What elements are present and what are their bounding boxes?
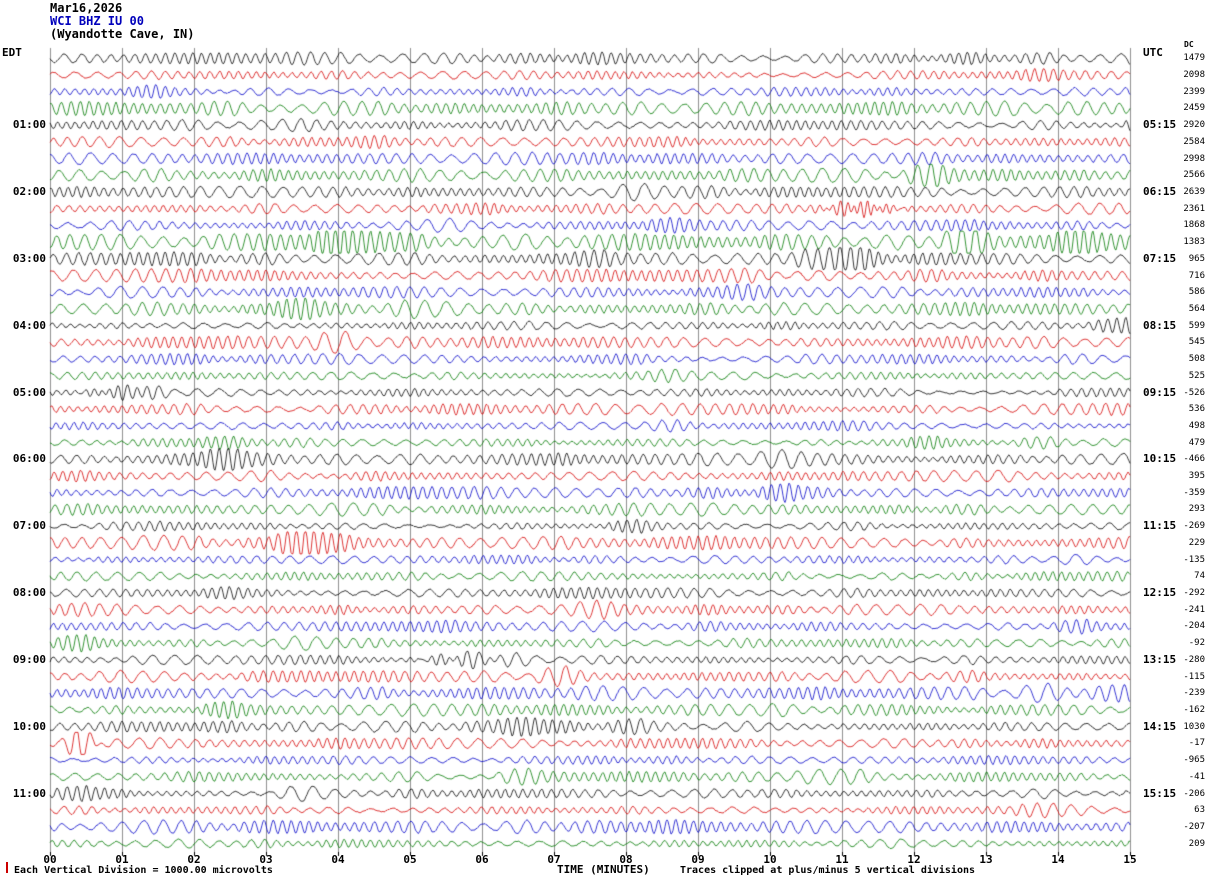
- dc-offset-value: 599: [1188, 320, 1205, 331]
- utc-hour-label: 07:15: [1143, 251, 1177, 265]
- x-tick-label: 11: [835, 853, 849, 866]
- edt-hour-label: 06:00: [12, 452, 46, 466]
- dc-offset-value: 1479: [1183, 53, 1205, 64]
- utc-hour-label: 06:15: [1143, 185, 1177, 199]
- footer-scale-note: Each Vertical Division = 1000.00 microvo…: [14, 865, 273, 876]
- dc-offset-value: 293: [1188, 504, 1205, 515]
- dc-offset-value: -206: [1183, 788, 1205, 799]
- x-tick-label: 10: [763, 853, 777, 866]
- dc-offset-value: -292: [1183, 588, 1205, 599]
- dc-offset-value: 525: [1188, 370, 1205, 381]
- x-axis-title: TIME (MINUTES): [557, 863, 650, 876]
- x-tick-label: 09: [691, 853, 705, 866]
- x-tick-label: 00: [43, 853, 57, 866]
- edt-hour-label: 11:00: [12, 786, 46, 800]
- utc-hour-label: 12:15: [1143, 586, 1177, 600]
- dc-offset-value: -241: [1183, 604, 1205, 615]
- dc-offset-value: 545: [1188, 337, 1205, 348]
- footer-clip-note: Traces clipped at plus/minus 5 vertical …: [680, 865, 976, 876]
- x-tick-label: 14: [1051, 853, 1065, 866]
- dc-offset-value: -162: [1183, 704, 1205, 715]
- dc-offset-value: 716: [1188, 270, 1205, 281]
- dc-offset-value: 508: [1188, 354, 1205, 365]
- utc-hour-label: 15:15: [1143, 786, 1177, 800]
- station-line: WCI BHZ IU 00: [50, 14, 144, 28]
- location-line: (Wyandotte Cave, IN): [50, 27, 195, 41]
- dc-offset-value: -269: [1183, 521, 1205, 532]
- edt-hour-label: 01:00: [12, 118, 46, 132]
- dc-offset-value: -280: [1183, 654, 1205, 665]
- x-tick-label: 07: [547, 853, 561, 866]
- dc-offset-value: 479: [1188, 437, 1205, 448]
- dc-offset-value: 2566: [1183, 170, 1205, 181]
- dc-offset-value: -466: [1183, 454, 1205, 465]
- edt-hour-label: 09:00: [12, 652, 46, 666]
- dc-offset-value: -115: [1183, 671, 1205, 682]
- x-tick-label: 03: [259, 853, 273, 866]
- dc-offset-value: 63: [1194, 805, 1205, 816]
- dc-offset-value: 209: [1188, 838, 1205, 849]
- utc-hour-label: 05:15: [1143, 118, 1177, 132]
- edt-hour-label: 08:00: [12, 586, 46, 600]
- edt-hour-label: 02:00: [12, 185, 46, 199]
- dc-offset-value: 2584: [1183, 136, 1205, 147]
- dc-offset-value: -92: [1188, 638, 1205, 649]
- scale-tick-icon: [6, 862, 8, 873]
- utc-hour-label: 10:15: [1143, 452, 1177, 466]
- edt-hour-label: 05:00: [12, 385, 46, 399]
- edt-hour-label: 07:00: [12, 519, 46, 533]
- x-tick-label: 02: [187, 853, 201, 866]
- x-tick-label: 06: [475, 853, 489, 866]
- dc-offset-value: 395: [1188, 471, 1205, 482]
- dc-offset-value: 2098: [1183, 70, 1205, 81]
- dc-offset-value: 2361: [1183, 203, 1205, 214]
- dc-offset-value: 2399: [1183, 86, 1205, 97]
- dc-offset-value: 536: [1188, 404, 1205, 415]
- dc-offset-value: 74: [1194, 571, 1205, 582]
- utc-hour-label: 09:15: [1143, 385, 1177, 399]
- edt-hour-label: 03:00: [12, 251, 46, 265]
- dc-offset-value: 498: [1188, 420, 1205, 431]
- dc-offset-value: 2639: [1183, 187, 1205, 198]
- dc-offset-value: 586: [1188, 287, 1205, 298]
- edt-hour-label: 04:00: [12, 318, 46, 332]
- x-tick-label: 12: [907, 853, 921, 866]
- dc-offset-value: -17: [1188, 738, 1205, 749]
- dc-offset-value: -359: [1183, 487, 1205, 498]
- dc-offset-value: -135: [1183, 554, 1205, 565]
- dc-offset-value: 229: [1188, 537, 1205, 548]
- x-tick-label: 05: [403, 853, 417, 866]
- utc-hour-label: 14:15: [1143, 719, 1177, 733]
- dc-offset-value: -41: [1188, 771, 1205, 782]
- x-tick-label: 15: [1123, 853, 1137, 866]
- dc-offset-value: 1030: [1183, 721, 1205, 732]
- utc-hour-label: 11:15: [1143, 519, 1177, 533]
- dc-offset-value: 965: [1188, 253, 1205, 264]
- dc-offset-value: 2920: [1183, 120, 1205, 131]
- dc-offset-value: -526: [1183, 387, 1205, 398]
- dc-header: DC: [1184, 40, 1194, 49]
- title-block: Mar16,2026 WCI BHZ IU 00 (Wyandotte Cave…: [50, 2, 195, 41]
- right-timezone-label: UTC: [1143, 46, 1163, 59]
- utc-hour-label: 13:15: [1143, 652, 1177, 666]
- dc-offset-value: 1383: [1183, 237, 1205, 248]
- dc-offset-value: 564: [1188, 303, 1205, 314]
- dc-offset-value: -204: [1183, 621, 1205, 632]
- date-line: Mar16,2026: [50, 1, 123, 15]
- x-tick-label: 08: [619, 853, 633, 866]
- x-tick-label: 13: [979, 853, 993, 866]
- dc-offset-value: 2459: [1183, 103, 1205, 114]
- left-timezone-label: EDT: [2, 46, 22, 59]
- x-tick-label: 04: [331, 853, 345, 866]
- dc-offset-value: -207: [1183, 821, 1205, 832]
- dc-offset-value: 2998: [1183, 153, 1205, 164]
- utc-hour-label: 08:15: [1143, 318, 1177, 332]
- dc-offset-value: -965: [1183, 755, 1205, 766]
- dc-offset-value: -239: [1183, 688, 1205, 699]
- x-tick-label: 01: [115, 853, 129, 866]
- dc-offset-value: 1868: [1183, 220, 1205, 231]
- edt-hour-label: 10:00: [12, 719, 46, 733]
